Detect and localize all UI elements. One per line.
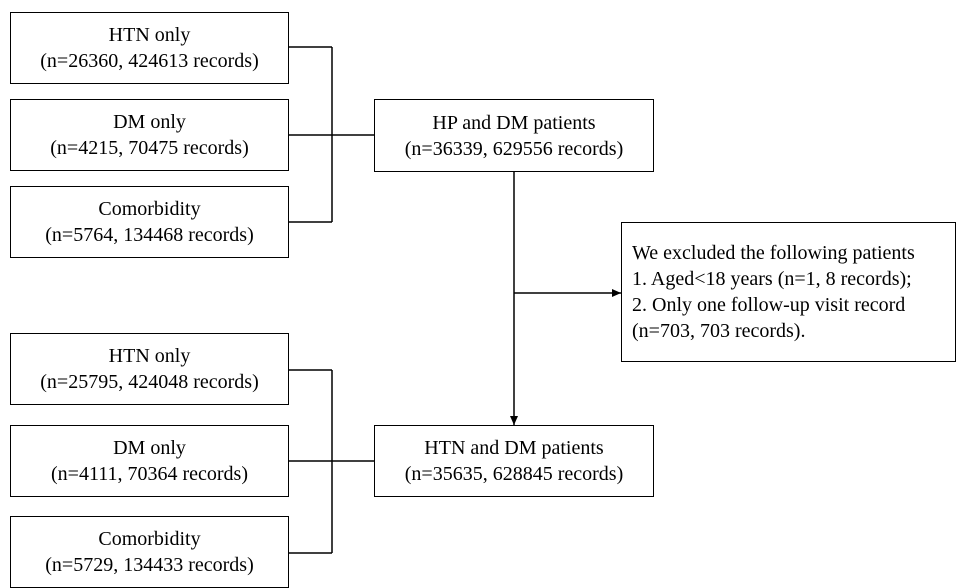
top-merge-box: HP and DM patients (n=36339, 629556 reco…: [374, 99, 654, 172]
box-title: HTN only: [108, 345, 191, 367]
exclusion-line: 2. Only one follow-up visit record: [632, 294, 906, 316]
box-title: Comorbidity: [98, 528, 201, 550]
box-detail: (n=4111, 70364 records): [51, 463, 248, 485]
box-title: HTN only: [108, 24, 191, 46]
top-htn-only-box: HTN only (n=26360, 424613 records): [10, 12, 289, 84]
box-detail: (n=5764, 134468 records): [45, 224, 254, 246]
bottom-htn-only-box: HTN only (n=25795, 424048 records): [10, 333, 289, 405]
box-title: DM only: [113, 437, 186, 459]
bottom-comorbidity-box: Comorbidity (n=5729, 134433 records): [10, 516, 289, 588]
bottom-bracket: [289, 369, 374, 554]
top-dm-only-box: DM only (n=4215, 70475 records): [10, 99, 289, 171]
exclusion-line: 1. Aged<18 years (n=1, 8 records);: [632, 268, 912, 290]
top-comorbidity-box: Comorbidity (n=5764, 134468 records): [10, 186, 289, 258]
box-detail: (n=25795, 424048 records): [40, 371, 259, 393]
exclusion-line: (n=703, 703 records).: [632, 320, 806, 342]
top-bracket: [289, 46, 374, 223]
bottom-merge-box: HTN and DM patients (n=35635, 628845 rec…: [374, 425, 654, 497]
box-detail: (n=26360, 424613 records): [40, 50, 259, 72]
box-detail: (n=35635, 628845 records): [404, 463, 624, 485]
box-detail: (n=4215, 70475 records): [50, 137, 249, 159]
box-title: DM only: [113, 111, 186, 133]
box-detail: (n=5729, 134433 records): [45, 554, 254, 576]
box-detail: (n=36339, 629556 records): [404, 137, 624, 160]
box-title: HTN and DM patients: [424, 437, 604, 459]
box-title: Comorbidity: [98, 198, 201, 220]
bottom-dm-only-box: DM only (n=4111, 70364 records): [10, 425, 289, 497]
box-title: HP and DM patients: [432, 111, 596, 134]
exclusion-line: We excluded the following patients: [632, 242, 915, 264]
exclusion-box: We excluded the following patients 1. Ag…: [621, 222, 956, 362]
